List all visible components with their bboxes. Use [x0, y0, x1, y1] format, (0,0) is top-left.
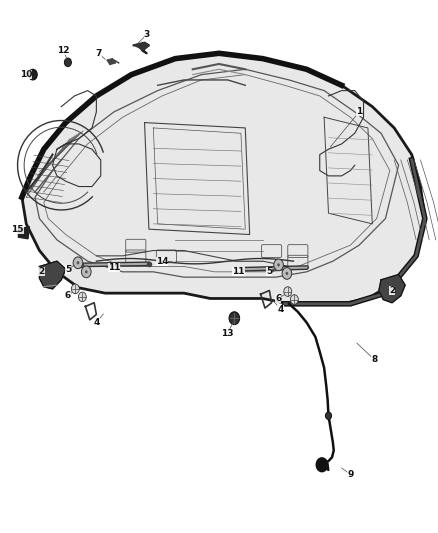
- Polygon shape: [379, 274, 405, 303]
- Text: 11: 11: [108, 263, 120, 272]
- Circle shape: [85, 270, 88, 273]
- Circle shape: [316, 458, 328, 472]
- Circle shape: [282, 268, 292, 279]
- Circle shape: [325, 412, 332, 419]
- Polygon shape: [18, 227, 29, 239]
- Circle shape: [286, 272, 288, 275]
- Circle shape: [277, 263, 280, 266]
- Text: 7: 7: [95, 49, 102, 58]
- Polygon shape: [107, 59, 115, 64]
- Circle shape: [77, 261, 79, 264]
- Circle shape: [290, 295, 298, 304]
- Circle shape: [28, 69, 37, 80]
- Circle shape: [71, 284, 79, 294]
- Text: 1: 1: [356, 108, 362, 116]
- Text: 6: 6: [275, 294, 281, 303]
- Polygon shape: [134, 43, 149, 51]
- Text: 6: 6: [65, 292, 71, 300]
- Text: 13: 13: [222, 329, 234, 337]
- Text: 2: 2: [39, 268, 45, 276]
- Circle shape: [73, 257, 83, 269]
- Text: 4: 4: [277, 305, 283, 313]
- Circle shape: [274, 259, 283, 271]
- Circle shape: [284, 287, 292, 296]
- Text: 8: 8: [371, 356, 378, 364]
- Polygon shape: [22, 53, 425, 304]
- Text: 15: 15: [11, 225, 24, 233]
- Circle shape: [81, 266, 91, 278]
- Text: 9: 9: [347, 470, 353, 479]
- Text: 2: 2: [389, 286, 395, 295]
- Circle shape: [229, 312, 240, 325]
- Circle shape: [78, 292, 86, 302]
- Text: 4: 4: [93, 318, 99, 327]
- Text: 10: 10: [20, 70, 32, 79]
- Text: 14: 14: [156, 257, 168, 265]
- Text: 5: 5: [65, 265, 71, 273]
- Text: 5: 5: [266, 268, 272, 276]
- Circle shape: [64, 58, 71, 67]
- Polygon shape: [39, 261, 66, 289]
- Text: 12: 12: [57, 46, 70, 55]
- Text: 11: 11: [233, 268, 245, 276]
- Text: 3: 3: [144, 30, 150, 39]
